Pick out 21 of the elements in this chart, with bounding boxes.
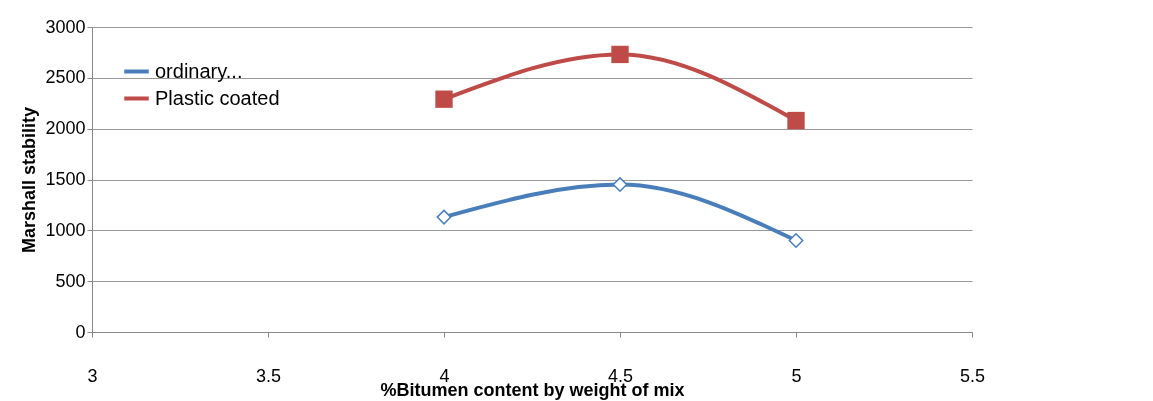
point <box>611 45 629 64</box>
y-tick-label: 2500 <box>45 67 86 88</box>
point <box>788 233 804 248</box>
y-tick-label: 0 <box>75 321 86 342</box>
point <box>435 90 453 108</box>
y-axis-title: Marshall stability <box>19 106 40 254</box>
point <box>787 111 805 130</box>
point <box>612 177 628 193</box>
x-tick-label: 5 <box>791 365 802 386</box>
x-tick-label: 3.5 <box>255 365 282 386</box>
x-tick-label: 5.5 <box>959 365 986 386</box>
legend-label: ordinary... <box>155 59 243 82</box>
legend-label: Plastic coated <box>155 86 280 109</box>
y-tick-label: 1500 <box>45 169 86 189</box>
y-tick-label: 3000 <box>45 16 86 37</box>
y-tick-label: 500 <box>55 270 86 291</box>
y-tick-label: 1000 <box>45 219 86 240</box>
y-tick-label: 2000 <box>45 118 86 139</box>
x-tick-label: 3 <box>87 365 98 386</box>
x-tick-label: 4 <box>439 365 450 386</box>
point <box>436 209 452 225</box>
